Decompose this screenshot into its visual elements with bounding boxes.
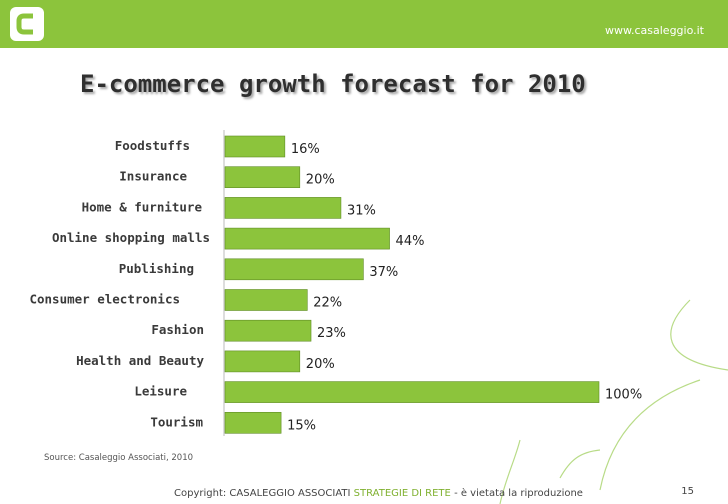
- page-number: 15: [681, 486, 694, 497]
- header-bar: [0, 0, 728, 48]
- footer: Copyright: CASALEGGIO ASSOCIATI STRATEGI…: [174, 488, 583, 499]
- value-label: 100%: [605, 388, 642, 403]
- bar-6: [224, 319, 312, 342]
- footer-highlight: STRATEGIE DI RETE: [353, 488, 451, 499]
- category-label: Insurance: [119, 169, 187, 184]
- footer-copyright: Copyright: CASALEGGIO ASSOCIATI: [174, 488, 351, 499]
- value-label: 20%: [306, 357, 335, 372]
- bar-5: [224, 289, 308, 311]
- value-label: 22%: [313, 296, 342, 311]
- category-label: Foodstuffs: [115, 138, 190, 153]
- value-label: 16%: [291, 142, 320, 157]
- bar-2: [224, 197, 342, 219]
- category-label: Consumer electronics: [29, 292, 180, 307]
- bar-9: [224, 411, 282, 434]
- bar-0: [224, 135, 286, 158]
- site-url[interactable]: www.casaleggio.it: [605, 24, 704, 37]
- category-label: Health and Beauty: [76, 353, 204, 368]
- bar-1: [224, 166, 301, 188]
- category-label: Leisure: [134, 384, 187, 399]
- logo-icon: [9, 6, 45, 42]
- bar-3: [224, 227, 390, 250]
- chart-title: E-commerce growth forecast for 2010: [80, 70, 586, 98]
- category-label: Online shopping malls: [52, 230, 210, 245]
- category-label: Home & furniture: [82, 199, 203, 214]
- value-label: 31%: [347, 203, 376, 218]
- category-label: Tourism: [150, 414, 203, 429]
- value-label: 44%: [396, 234, 425, 249]
- bar-8: [224, 381, 600, 403]
- value-label: 15%: [287, 418, 316, 433]
- value-label: 23%: [317, 326, 346, 341]
- bar-7: [224, 350, 301, 373]
- footer-rest: - è vietata la riproduzione: [454, 488, 583, 499]
- value-label: 37%: [369, 265, 398, 280]
- category-label: Publishing: [119, 261, 194, 276]
- category-label: Fashion: [151, 322, 204, 337]
- value-label: 20%: [306, 173, 335, 188]
- bar-4: [224, 258, 364, 281]
- source-note: Source: Casaleggio Associati, 2010: [44, 453, 194, 463]
